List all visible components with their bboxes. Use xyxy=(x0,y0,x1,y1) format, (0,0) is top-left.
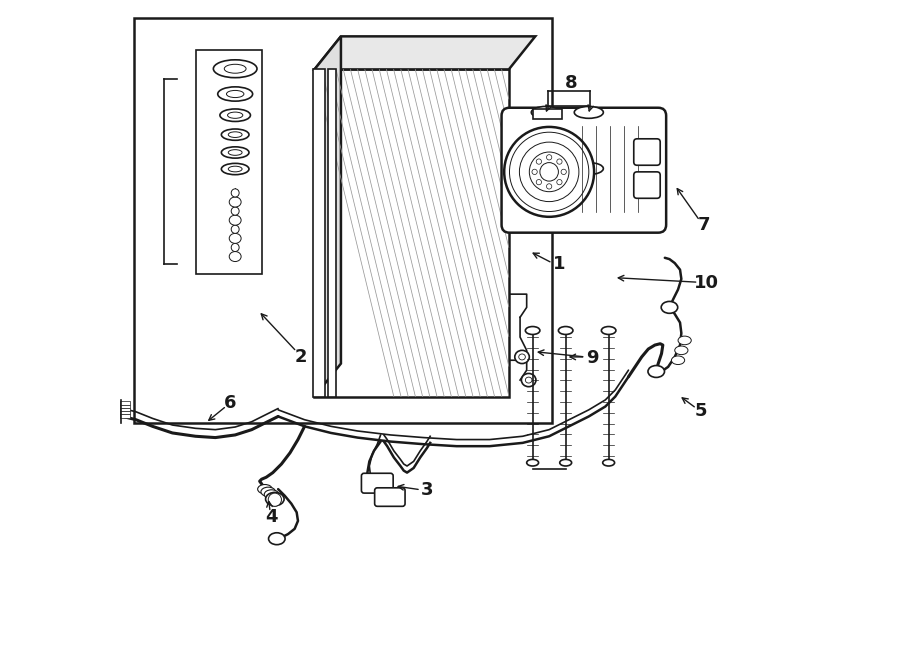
Ellipse shape xyxy=(515,350,529,364)
FancyBboxPatch shape xyxy=(634,139,661,165)
Bar xyxy=(120,408,130,411)
Ellipse shape xyxy=(526,327,540,334)
Text: 2: 2 xyxy=(295,348,308,366)
Ellipse shape xyxy=(231,225,239,233)
Text: 7: 7 xyxy=(698,215,711,234)
Polygon shape xyxy=(314,36,536,69)
Ellipse shape xyxy=(521,373,535,387)
FancyBboxPatch shape xyxy=(374,488,405,506)
Ellipse shape xyxy=(230,197,241,207)
Bar xyxy=(120,411,130,414)
Ellipse shape xyxy=(266,492,284,506)
Ellipse shape xyxy=(531,106,561,118)
Ellipse shape xyxy=(601,327,616,334)
Ellipse shape xyxy=(603,459,615,466)
Bar xyxy=(120,401,130,405)
Circle shape xyxy=(546,155,552,160)
Text: 8: 8 xyxy=(564,73,577,92)
Circle shape xyxy=(546,184,552,189)
Bar xyxy=(533,109,562,119)
Polygon shape xyxy=(314,69,508,397)
Bar xyxy=(120,414,130,418)
Bar xyxy=(195,50,262,274)
Circle shape xyxy=(532,169,537,175)
Circle shape xyxy=(504,127,594,217)
Circle shape xyxy=(536,180,542,185)
Ellipse shape xyxy=(229,149,242,155)
Ellipse shape xyxy=(228,112,243,118)
Ellipse shape xyxy=(230,252,241,262)
Ellipse shape xyxy=(560,459,572,466)
FancyBboxPatch shape xyxy=(501,108,666,233)
Ellipse shape xyxy=(261,487,275,496)
Ellipse shape xyxy=(213,60,257,78)
Ellipse shape xyxy=(218,87,253,101)
Ellipse shape xyxy=(265,490,279,499)
Circle shape xyxy=(536,159,542,164)
Ellipse shape xyxy=(662,301,678,313)
Ellipse shape xyxy=(221,163,249,175)
Ellipse shape xyxy=(526,377,532,383)
Ellipse shape xyxy=(230,233,241,243)
Ellipse shape xyxy=(224,64,246,73)
Ellipse shape xyxy=(229,166,242,172)
Circle shape xyxy=(268,493,282,506)
Bar xyxy=(134,18,553,423)
Polygon shape xyxy=(314,36,341,397)
Text: 10: 10 xyxy=(694,274,719,292)
FancyBboxPatch shape xyxy=(634,172,661,198)
Bar xyxy=(313,69,325,397)
Ellipse shape xyxy=(574,163,603,175)
Bar xyxy=(531,112,561,169)
Text: 6: 6 xyxy=(224,394,237,412)
Ellipse shape xyxy=(268,533,285,545)
Ellipse shape xyxy=(518,354,526,360)
Ellipse shape xyxy=(257,485,272,494)
Bar xyxy=(328,69,336,397)
Ellipse shape xyxy=(678,336,691,345)
Text: 1: 1 xyxy=(553,255,565,274)
Text: 3: 3 xyxy=(420,481,433,500)
Bar xyxy=(574,112,603,169)
Bar xyxy=(120,405,130,408)
Ellipse shape xyxy=(531,163,561,175)
Ellipse shape xyxy=(231,189,239,197)
Ellipse shape xyxy=(648,366,664,377)
Ellipse shape xyxy=(675,346,688,354)
Circle shape xyxy=(557,180,562,185)
Ellipse shape xyxy=(221,129,249,140)
Ellipse shape xyxy=(220,109,250,122)
Ellipse shape xyxy=(229,132,242,137)
Text: 4: 4 xyxy=(266,508,278,526)
Text: 9: 9 xyxy=(586,349,598,368)
Ellipse shape xyxy=(231,207,239,215)
Ellipse shape xyxy=(227,91,244,98)
Ellipse shape xyxy=(221,147,249,158)
Ellipse shape xyxy=(526,459,538,466)
Ellipse shape xyxy=(230,215,241,225)
Circle shape xyxy=(557,159,562,164)
Ellipse shape xyxy=(574,106,603,118)
FancyBboxPatch shape xyxy=(362,473,393,493)
Ellipse shape xyxy=(267,492,282,502)
Text: 5: 5 xyxy=(695,402,707,420)
Ellipse shape xyxy=(671,356,685,365)
Ellipse shape xyxy=(231,243,239,252)
Ellipse shape xyxy=(558,327,573,334)
Circle shape xyxy=(561,169,566,175)
